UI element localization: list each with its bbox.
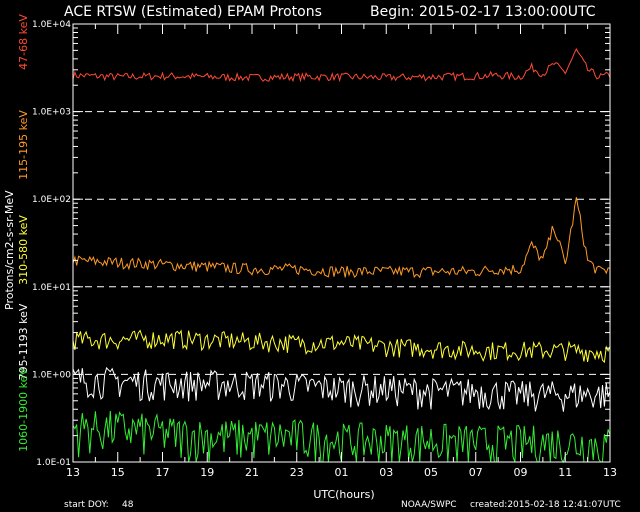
chart-begin-time: Begin: 2015-02-17 13:00:00UTC xyxy=(370,4,596,20)
y-axis-label: Protons/cm2-s-sr-MeV xyxy=(3,190,16,310)
created-timestamp: created:2015-02-18 12:41:07UTC xyxy=(470,500,621,510)
series-line-1 xyxy=(72,197,611,279)
series-line-0 xyxy=(72,48,611,83)
start-doy-label: start DOY: xyxy=(64,500,109,510)
x-tick-label: 11 xyxy=(558,466,572,479)
x-tick-label: 13 xyxy=(66,466,80,479)
x-tick-label: 15 xyxy=(111,466,125,479)
series-line-2 xyxy=(72,329,611,364)
legend-label: 47-68 keV xyxy=(17,14,30,70)
series-line-3 xyxy=(72,366,611,412)
x-tick-label: 23 xyxy=(290,466,304,479)
x-tick-label: 03 xyxy=(379,466,393,479)
y-tick-label: 1.0E-01 xyxy=(36,458,71,468)
x-tick-label: 07 xyxy=(469,466,483,479)
y-tick-label: 1.0E+03 xyxy=(32,108,71,118)
x-tick-label: 01 xyxy=(335,466,349,479)
x-tick-label: 13 xyxy=(603,466,617,479)
x-tick-label: 09 xyxy=(514,466,528,479)
legend-label: 795-1193 keV xyxy=(17,303,30,380)
credit-text: NOAA/SWPC xyxy=(401,500,457,510)
start-doy-value: 48 xyxy=(122,500,134,510)
y-axis-ticks: 1.0E-01 1.0E+00 1.0E+01 1.0E+02 1.0E+03 1.0E+… xyxy=(32,20,610,468)
legend-label: 310-580 keV xyxy=(17,215,30,285)
y-tick-label: 1.0E+00 xyxy=(32,370,71,380)
y-tick-label: 1.0E+01 xyxy=(32,283,71,293)
y-tick-label: 1.0E+02 xyxy=(32,195,71,205)
x-tick-label: 21 xyxy=(245,466,259,479)
x-axis-label: UTC(hours) xyxy=(313,488,374,501)
y-tick-label: 1.0E+04 xyxy=(32,20,71,30)
legend: 47-68 keV 115-195 keV 310-580 keV 795-1193 … xyxy=(17,14,30,452)
chart-title: ACE RTSW (Estimated) EPAM Protons xyxy=(64,4,322,20)
x-axis-ticks: 13 15 17 19 21 23 01 03 05 07 09 11 13 xyxy=(66,24,617,479)
x-tick-label: 05 xyxy=(424,466,438,479)
x-tick-label: 19 xyxy=(200,466,214,479)
x-tick-label: 17 xyxy=(156,466,170,479)
legend-label: 115-195 keV xyxy=(17,110,30,180)
legend-label: 1060-1900 keV xyxy=(17,368,30,452)
